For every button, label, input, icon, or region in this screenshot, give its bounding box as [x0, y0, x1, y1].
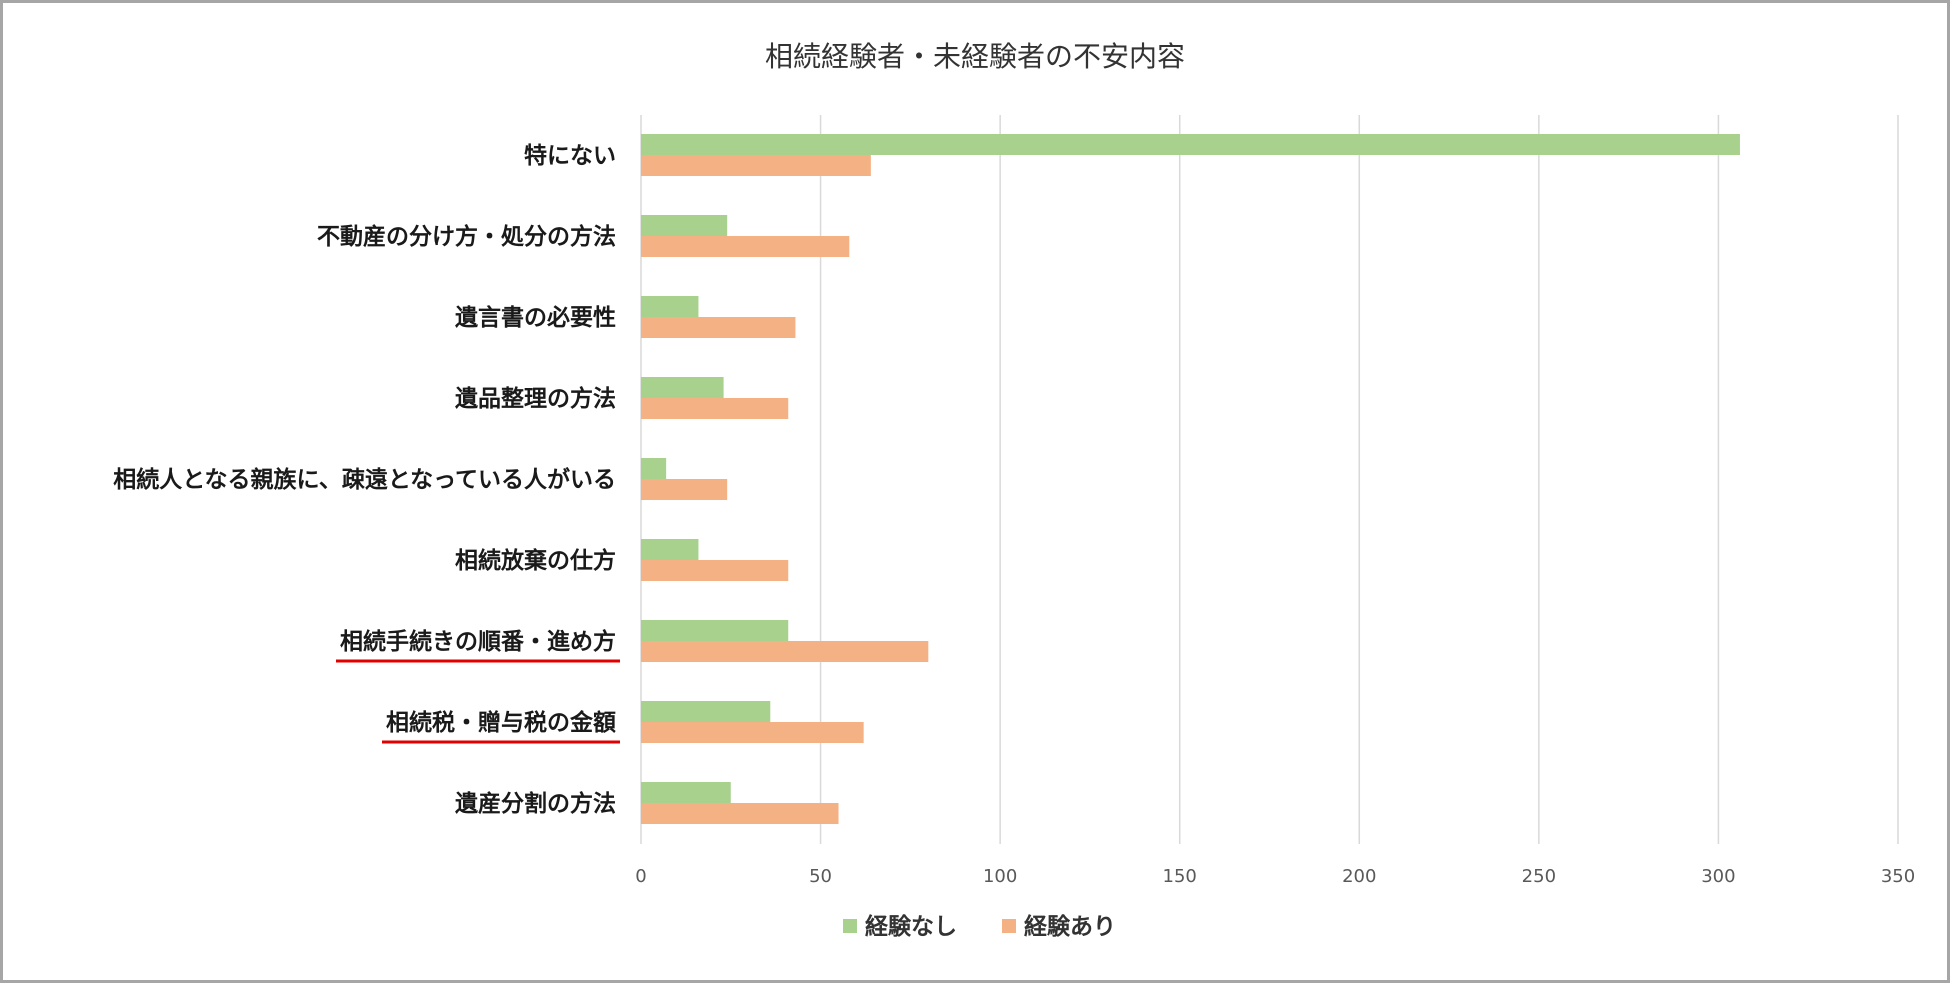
bar-experienced — [641, 641, 929, 662]
bar-experienced — [641, 479, 728, 500]
legend-label: 経験なし — [865, 913, 957, 940]
x-tick-label: 0 — [635, 866, 646, 887]
category-label: 相続放棄の仕方 — [455, 547, 616, 574]
legend: 経験なし 経験あり — [843, 913, 1116, 940]
category-label: 遺産分割の方法 — [455, 790, 616, 817]
bar-no-experience — [641, 296, 699, 317]
bar-no-experience — [641, 782, 731, 803]
bar-no-experience — [641, 134, 1740, 155]
bars — [641, 134, 1740, 824]
x-tick-label: 350 — [1881, 866, 1915, 887]
x-tick-label: 250 — [1522, 866, 1556, 887]
category-label: 不動産の分け方・処分の方法 — [317, 223, 616, 250]
bar-experienced — [641, 722, 864, 743]
bar-experienced — [641, 236, 850, 257]
bar-experienced — [641, 398, 789, 419]
category-label: 特にない — [524, 143, 616, 169]
category-label: 相続手続きの順番・進め方 — [340, 628, 616, 655]
legend-swatch — [1002, 919, 1016, 933]
bar-no-experience — [641, 458, 667, 479]
bar-experienced — [641, 317, 796, 338]
x-tick-label: 150 — [1163, 866, 1197, 887]
bar-no-experience — [641, 215, 728, 236]
category-label: 相続税・贈与税の金額 — [386, 709, 616, 736]
x-tick-label: 300 — [1701, 866, 1735, 887]
bar-experienced — [641, 155, 871, 176]
chart-title: 相続経験者・未経験者の不安内容 — [765, 40, 1185, 73]
category-label: 遺言書の必要性 — [455, 304, 616, 331]
bar-no-experience — [641, 701, 771, 722]
category-label: 遺品整理の方法 — [455, 385, 616, 412]
x-tick-label: 200 — [1342, 866, 1376, 887]
category-labels: 特にない不動産の分け方・処分の方法遺言書の必要性遺品整理の方法相続人となる親族に… — [113, 143, 620, 817]
x-axis-tick-labels: 0 50 100 150 200 250 300 350 — [635, 866, 1915, 887]
bar-no-experience — [641, 620, 789, 641]
bar-experienced — [641, 803, 839, 824]
bar-experienced — [641, 560, 789, 581]
category-label: 相続人となる親族に、疎遠となっている人がいる — [113, 466, 616, 493]
bar-no-experience — [641, 539, 699, 560]
x-tick-label: 50 — [809, 866, 832, 887]
bar-no-experience — [641, 377, 724, 398]
legend-label: 経験あり — [1024, 913, 1116, 940]
legend-swatch — [843, 919, 857, 933]
x-tick-label: 100 — [983, 866, 1017, 887]
